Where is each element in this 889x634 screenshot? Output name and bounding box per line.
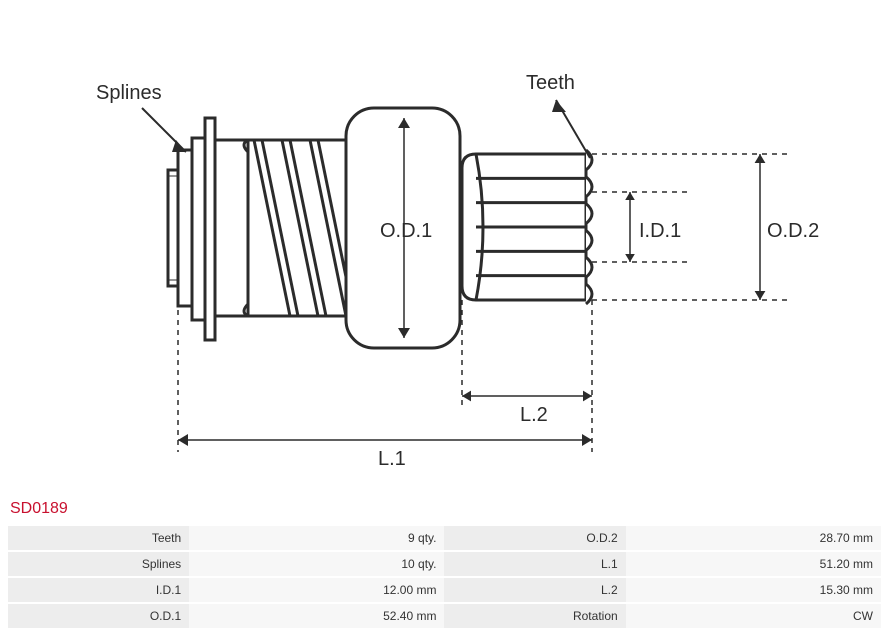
- spec-label: O.D.1: [8, 604, 189, 628]
- spec-label: Rotation: [444, 604, 625, 628]
- spec-label: Splines: [8, 552, 189, 576]
- splines-label: Splines: [96, 82, 162, 105]
- l2-label: L.2: [520, 404, 548, 427]
- spec-value: 12.00 mm: [189, 578, 444, 602]
- diagram-area: Splines Teeth O.D.1 O.D.2 I.D.1 L.1 L.2: [0, 0, 889, 490]
- l1-label: L.1: [378, 448, 406, 471]
- od1-label: O.D.1: [380, 220, 432, 243]
- id1-label: I.D.1: [639, 220, 681, 243]
- od2-label: O.D.2: [767, 220, 819, 243]
- technical-drawing: [0, 0, 889, 490]
- spec-value: 52.40 mm: [189, 604, 444, 628]
- teeth-label: Teeth: [526, 72, 575, 95]
- table-row: Teeth9 qty.O.D.228.70 mm: [8, 526, 881, 550]
- table-row: I.D.112.00 mmL.215.30 mm: [8, 578, 881, 602]
- spec-table: Teeth9 qty.O.D.228.70 mmSplines10 qty.L.…: [8, 524, 881, 630]
- spec-value: CW: [626, 604, 881, 628]
- spec-value: 9 qty.: [189, 526, 444, 550]
- spec-label: L.1: [444, 552, 625, 576]
- spec-value: 51.20 mm: [626, 552, 881, 576]
- spec-value: 28.70 mm: [626, 526, 881, 550]
- spec-label: Teeth: [8, 526, 189, 550]
- spec-label: O.D.2: [444, 526, 625, 550]
- table-row: O.D.152.40 mmRotationCW: [8, 604, 881, 628]
- part-number: SD0189: [10, 500, 68, 518]
- table-row: Splines10 qty.L.151.20 mm: [8, 552, 881, 576]
- spec-label: I.D.1: [8, 578, 189, 602]
- spec-label: L.2: [444, 578, 625, 602]
- spec-value: 10 qty.: [189, 552, 444, 576]
- spec-value: 15.30 mm: [626, 578, 881, 602]
